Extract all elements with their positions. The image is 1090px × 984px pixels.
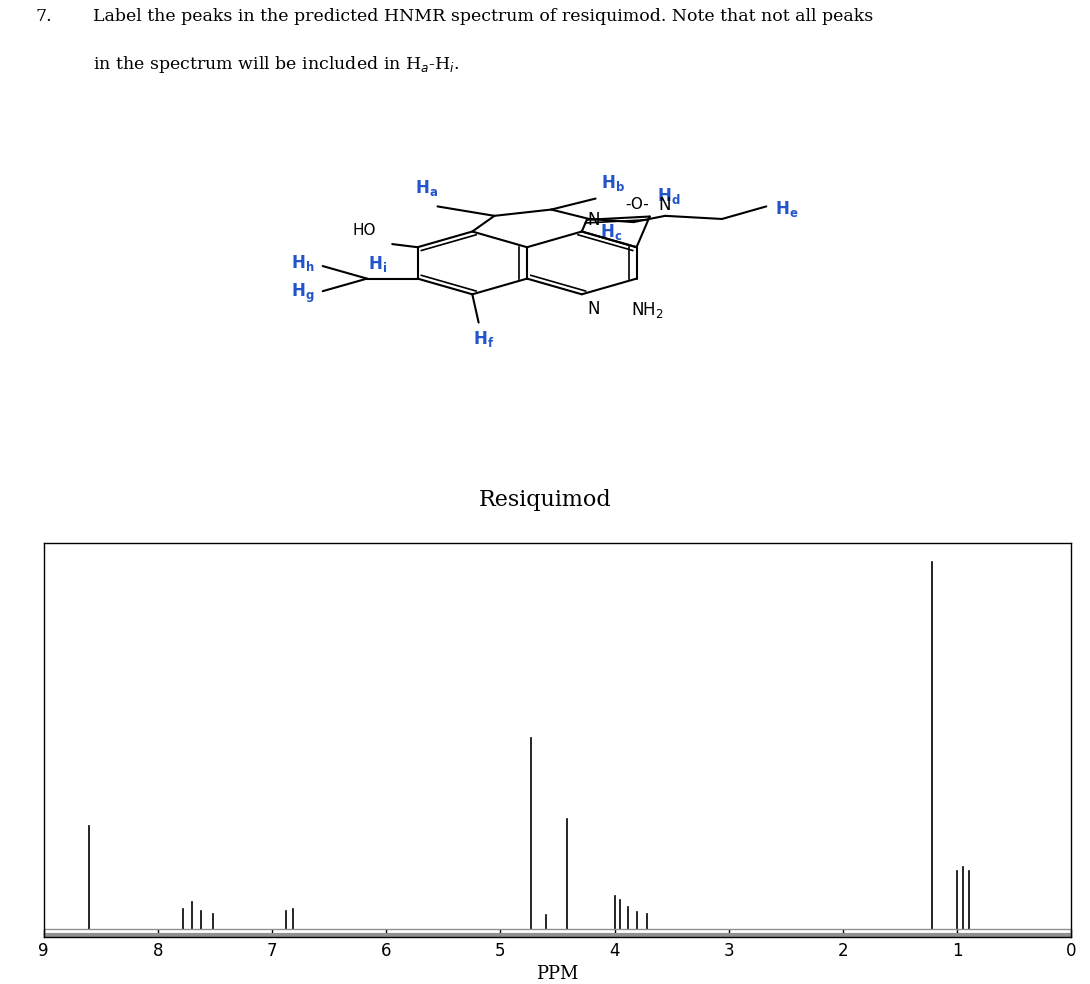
Text: Resiquimod: Resiquimod [479, 489, 611, 512]
Text: N: N [588, 211, 600, 229]
Text: -O-: -O- [625, 198, 649, 213]
Text: $\mathbf{H_e}$: $\mathbf{H_e}$ [775, 199, 799, 219]
Text: N: N [588, 300, 600, 318]
Text: N: N [658, 196, 671, 214]
Text: $\mathbf{H_h}$: $\mathbf{H_h}$ [291, 253, 314, 274]
Text: $\mathbf{H_f}$: $\mathbf{H_f}$ [473, 329, 495, 349]
Text: $\mathbf{H_d}$: $\mathbf{H_d}$ [656, 186, 680, 206]
Text: Label the peaks in the predicted HNMR spectrum of resiquimod. Note that not all : Label the peaks in the predicted HNMR sp… [93, 8, 873, 26]
Text: $\mathbf{H_g}$: $\mathbf{H_g}$ [291, 282, 314, 305]
X-axis label: PPM: PPM [536, 965, 579, 983]
Text: $\mathbf{H_b}$: $\mathbf{H_b}$ [601, 173, 625, 193]
Text: HO: HO [352, 222, 376, 237]
Text: 7.: 7. [36, 8, 52, 26]
Text: in the spectrum will be included in H$_a$-H$_i$.: in the spectrum will be included in H$_a… [93, 54, 459, 75]
Text: $\mathbf{H_c}$: $\mathbf{H_c}$ [601, 221, 622, 242]
Text: NH$_2$: NH$_2$ [631, 300, 664, 320]
Text: $\mathbf{H_i}$: $\mathbf{H_i}$ [367, 254, 387, 274]
Text: $\mathbf{H_a}$: $\mathbf{H_a}$ [415, 178, 438, 199]
